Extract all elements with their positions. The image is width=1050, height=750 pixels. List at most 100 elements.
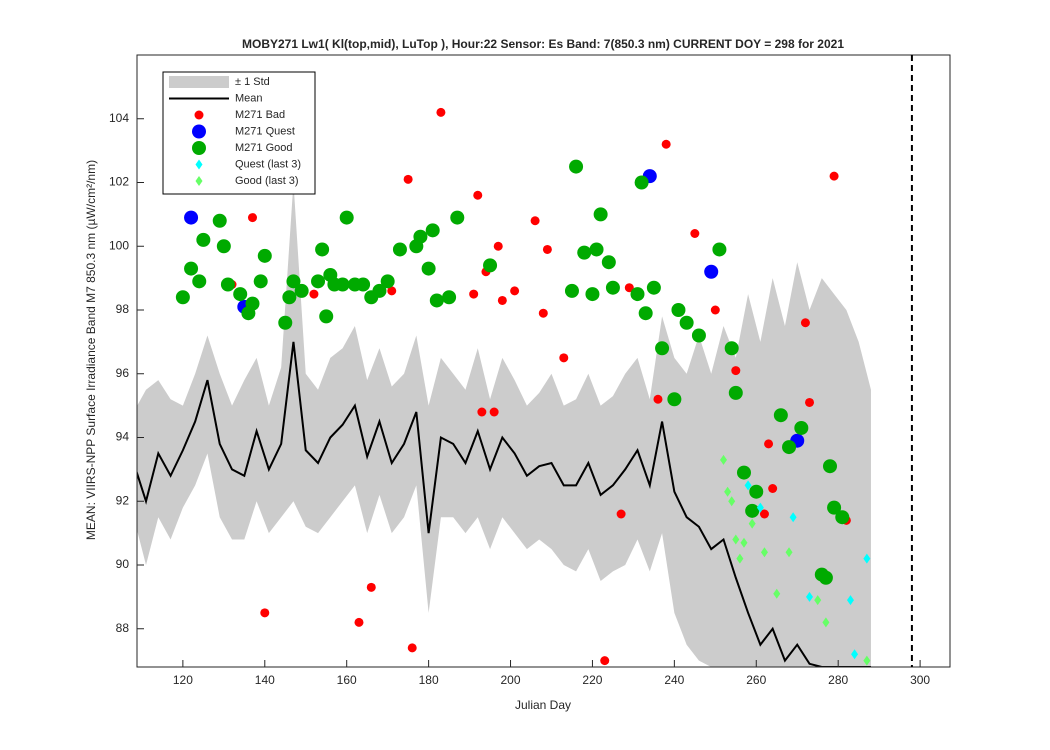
point	[497, 295, 507, 305]
y-tick-label: 94	[116, 430, 130, 444]
point	[601, 255, 616, 270]
point	[782, 440, 797, 455]
point	[634, 175, 649, 190]
point	[538, 308, 548, 318]
point	[728, 385, 743, 400]
point	[184, 261, 199, 276]
point	[372, 283, 387, 298]
point	[335, 277, 350, 292]
diamond-point	[748, 518, 756, 529]
point	[630, 287, 645, 302]
legend: ± 1 Std Mean M271 Bad M271 Quest M271 Good Qu…	[162, 71, 316, 195]
point	[530, 216, 540, 226]
point	[403, 174, 413, 184]
point	[593, 207, 608, 222]
x-tick-label: 120	[173, 673, 193, 687]
point	[473, 190, 483, 200]
point	[605, 280, 620, 295]
point	[253, 274, 268, 289]
legend-label: Quest (last 3)	[235, 158, 301, 170]
point	[309, 289, 319, 299]
point	[655, 341, 670, 356]
point	[286, 274, 301, 289]
point	[366, 582, 376, 592]
y-tick-label: 100	[109, 238, 129, 252]
point	[585, 287, 600, 302]
plot-area	[137, 107, 871, 667]
point	[315, 242, 330, 257]
diamond-point	[846, 595, 854, 606]
point	[196, 232, 211, 247]
legend-label: Good (last 3)	[235, 175, 299, 187]
diamond-point	[756, 502, 764, 513]
point	[282, 290, 297, 305]
diamond-point	[744, 480, 752, 491]
point	[483, 258, 498, 273]
point	[436, 107, 446, 117]
point	[319, 309, 334, 324]
point	[247, 213, 257, 223]
x-axis-label: Julian Day	[515, 698, 571, 712]
point	[794, 420, 809, 435]
y-tick-label: 92	[116, 493, 130, 507]
point	[339, 210, 354, 225]
point	[477, 407, 487, 417]
point	[260, 608, 270, 618]
point	[354, 617, 364, 627]
point	[278, 315, 293, 330]
point	[425, 223, 440, 238]
point	[429, 293, 444, 308]
point	[294, 283, 309, 298]
legend-box	[162, 71, 316, 195]
point	[413, 229, 428, 244]
point	[510, 286, 520, 296]
y-tick-label: 102	[109, 175, 129, 189]
point	[589, 242, 604, 257]
std-band	[137, 182, 871, 667]
point	[646, 280, 661, 295]
point	[192, 141, 206, 155]
point	[690, 229, 700, 238]
point	[638, 306, 653, 321]
point	[679, 315, 694, 330]
point	[773, 408, 788, 423]
legend-label: M271 Good	[235, 142, 292, 154]
point	[450, 210, 465, 225]
y-tick-label: 104	[109, 111, 129, 125]
point	[184, 210, 199, 225]
diamond-point	[814, 595, 822, 606]
diamond-point	[732, 534, 740, 545]
x-tick-label: 260	[746, 673, 766, 687]
y-axis-label: MEAN: VIIRS-NPP Surface Irradiance Band …	[84, 160, 98, 540]
point	[653, 394, 663, 404]
diamond-point	[863, 655, 871, 666]
point	[194, 110, 204, 120]
point	[600, 656, 610, 666]
point	[835, 510, 850, 525]
point	[493, 241, 503, 251]
chart-title: MOBY271 Lw1( Kl(top,mid), LuTop ), Hour:…	[242, 37, 844, 51]
diamond-point	[728, 496, 736, 507]
point	[724, 341, 739, 356]
point	[616, 509, 626, 519]
point	[800, 318, 810, 328]
y-tick-label: 98	[116, 302, 130, 316]
point	[712, 242, 727, 257]
diamond-point	[195, 176, 203, 186]
x-tick-label: 220	[582, 673, 602, 687]
x-tick-label: 200	[501, 673, 521, 687]
mean-line	[137, 341, 871, 667]
point	[661, 139, 671, 149]
point	[745, 503, 760, 518]
y-tick-label: 88	[116, 621, 130, 635]
point	[805, 397, 815, 407]
diamond-point	[806, 591, 814, 602]
point	[380, 274, 395, 289]
point	[704, 264, 719, 279]
point	[220, 277, 235, 292]
y-tick-label: 96	[116, 366, 130, 380]
point	[569, 159, 584, 174]
legend-label: Mean	[235, 92, 263, 104]
point	[216, 239, 231, 254]
